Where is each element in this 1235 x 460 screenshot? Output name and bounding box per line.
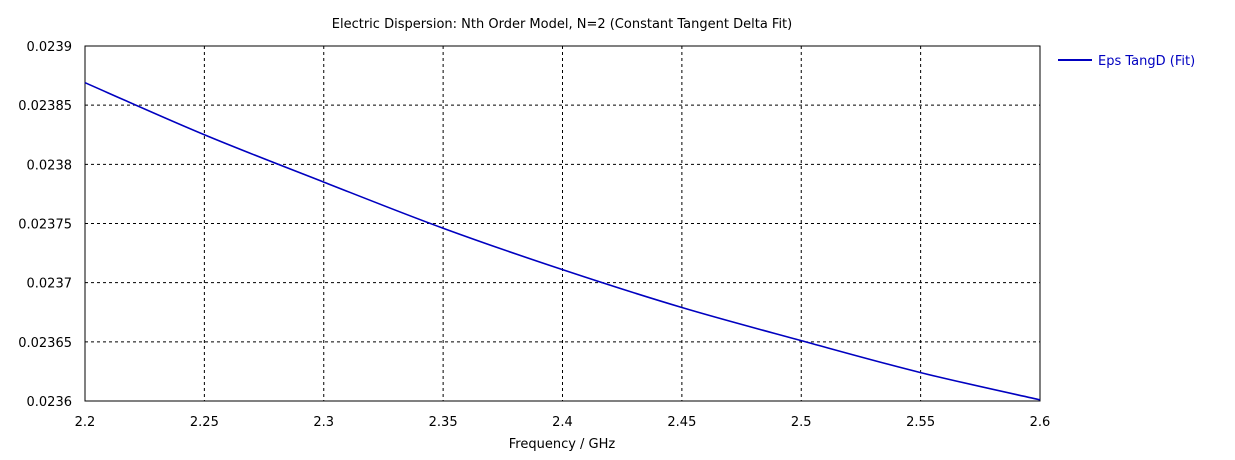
y-tick-label: 0.0238 [27,158,73,173]
y-tick-label: 0.0237 [27,277,73,292]
x-tick-label: 2.45 [667,415,696,430]
legend-label: Eps TangD (Fit) [1098,54,1195,69]
x-tick-label: 2.55 [906,415,935,430]
x-tick-label: 2.5 [791,415,812,430]
x-tick-label: 2.4 [552,415,573,430]
y-tick-label: 0.0239 [27,40,73,55]
x-axis-label: Frequency / GHz [509,437,616,452]
legend: Eps TangD (Fit) [1058,54,1195,69]
x-tick-label: 2.2 [75,415,96,430]
y-tick-label: 0.02385 [18,99,72,114]
grid [85,46,1040,401]
y-tick-label: 0.02375 [18,218,72,233]
series-line-0 [84,81,1041,401]
plot-frame [84,45,1041,402]
y-axis: 0.0236 0.02365 0.0237 0.02375 0.0238 0.02385 0… [18,40,72,410]
y-tick-label: 0.02365 [18,336,72,351]
x-axis: 2.2 2.25 2.3 2.35 2.4 2.45 2.5 2.55 2.6 [75,415,1051,430]
x-tick-label: 2.6 [1030,415,1051,430]
series-layer [84,81,1041,401]
chart-title: Electric Dispersion: Nth Order Model, N=… [332,17,792,32]
y-tick-label: 0.0236 [27,395,73,410]
x-tick-label: 2.3 [313,415,334,430]
x-tick-label: 2.35 [429,415,458,430]
x-tick-label: 2.25 [190,415,219,430]
